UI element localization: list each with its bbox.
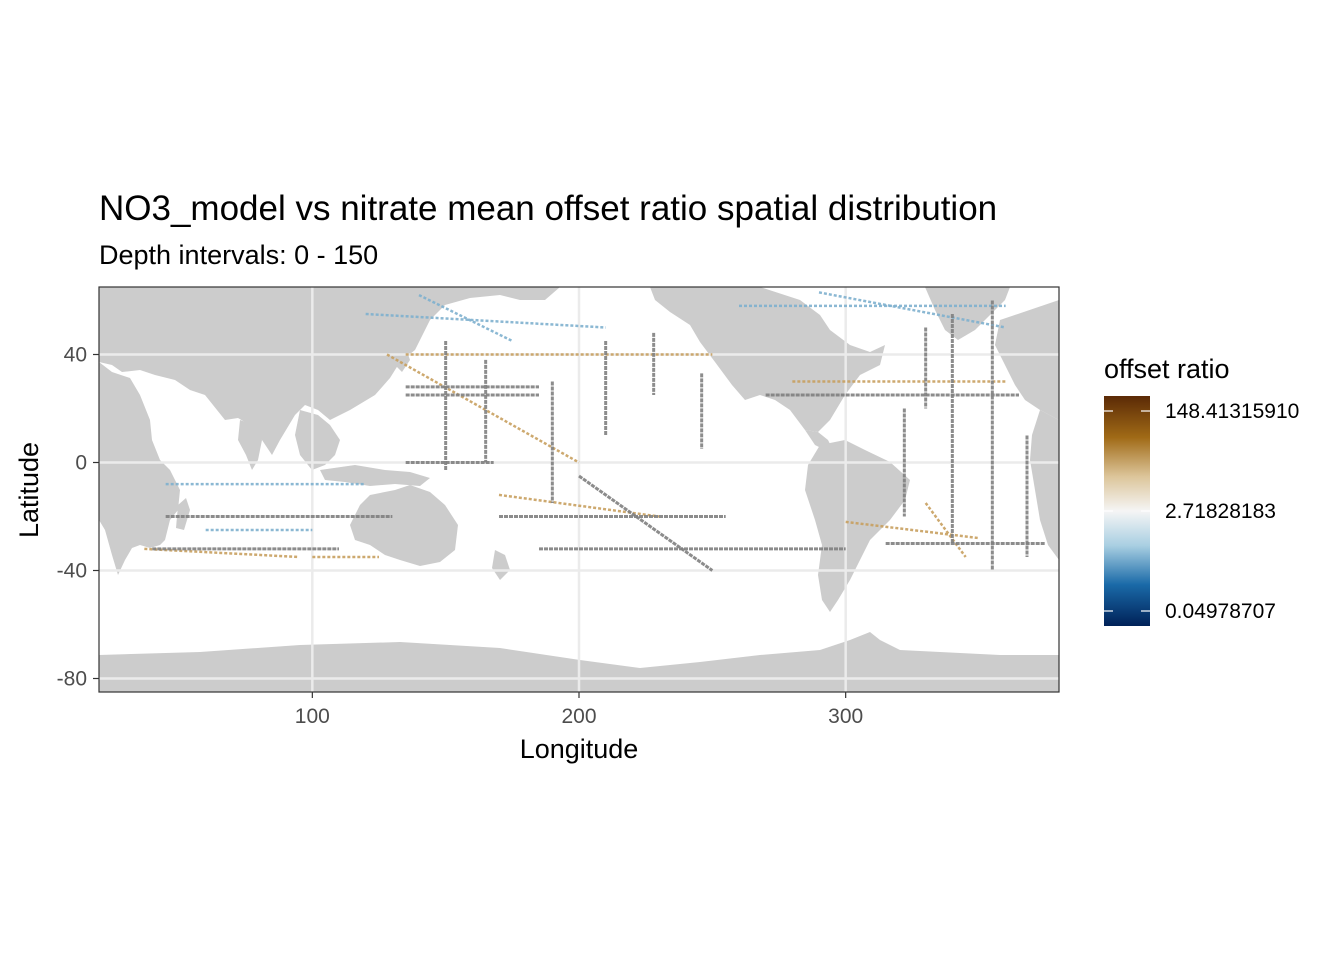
y-tick-label: -80 — [57, 668, 87, 691]
x-tick-label: 200 — [561, 705, 596, 728]
legend-label: 148.41315910 — [1165, 400, 1299, 423]
track-high-ratio — [386, 353, 580, 464]
legend: offset ratio 148.41315910 2.71828183 0.049… — [1104, 354, 1299, 626]
x-tick-label: 300 — [828, 705, 863, 728]
land-europe-east-edge — [995, 300, 1059, 420]
land-madagascar — [176, 498, 190, 530]
x-axis-title: Longitude — [520, 734, 639, 764]
chart-title: NO3_model vs nitrate mean offset ratio s… — [99, 189, 997, 228]
track-high-ratio — [845, 520, 980, 540]
track-gray — [578, 474, 714, 572]
y-tick-label: 40 — [64, 344, 87, 367]
land-south-america — [805, 440, 910, 612]
y-axis-title: Latitude — [14, 442, 44, 538]
land-southeast-asia — [295, 410, 340, 470]
land-africa-south — [99, 362, 180, 575]
land-eurasia-africa — [99, 287, 560, 455]
y-tick-label: 0 — [75, 452, 87, 475]
land-greenland — [925, 287, 1010, 340]
track-high-ratio — [924, 502, 967, 558]
data-tracks — [144, 291, 1046, 572]
track-low-ratio — [365, 312, 606, 329]
legend-ticks: 148.41315910 2.71828183 0.04978707 — [1104, 400, 1299, 623]
legend-label: 0.04978707 — [1165, 600, 1276, 623]
land-new-zealand — [492, 550, 510, 580]
x-tick-label: 100 — [295, 705, 330, 728]
track-low-ratio — [818, 291, 1006, 329]
y-tick-label: -40 — [57, 560, 87, 583]
track-high-ratio — [498, 493, 660, 518]
land-africa-east-edge — [1030, 410, 1059, 560]
track-low-ratio — [418, 293, 513, 343]
chart-subtitle: Depth intervals: 0 - 150 — [99, 240, 378, 270]
land-india — [238, 420, 262, 470]
land-australia — [350, 485, 458, 566]
land-indonesia — [320, 465, 430, 486]
plot-panel — [98, 286, 1060, 693]
legend-title: offset ratio — [1104, 354, 1230, 384]
legend-label: 2.71828183 — [1165, 500, 1276, 523]
